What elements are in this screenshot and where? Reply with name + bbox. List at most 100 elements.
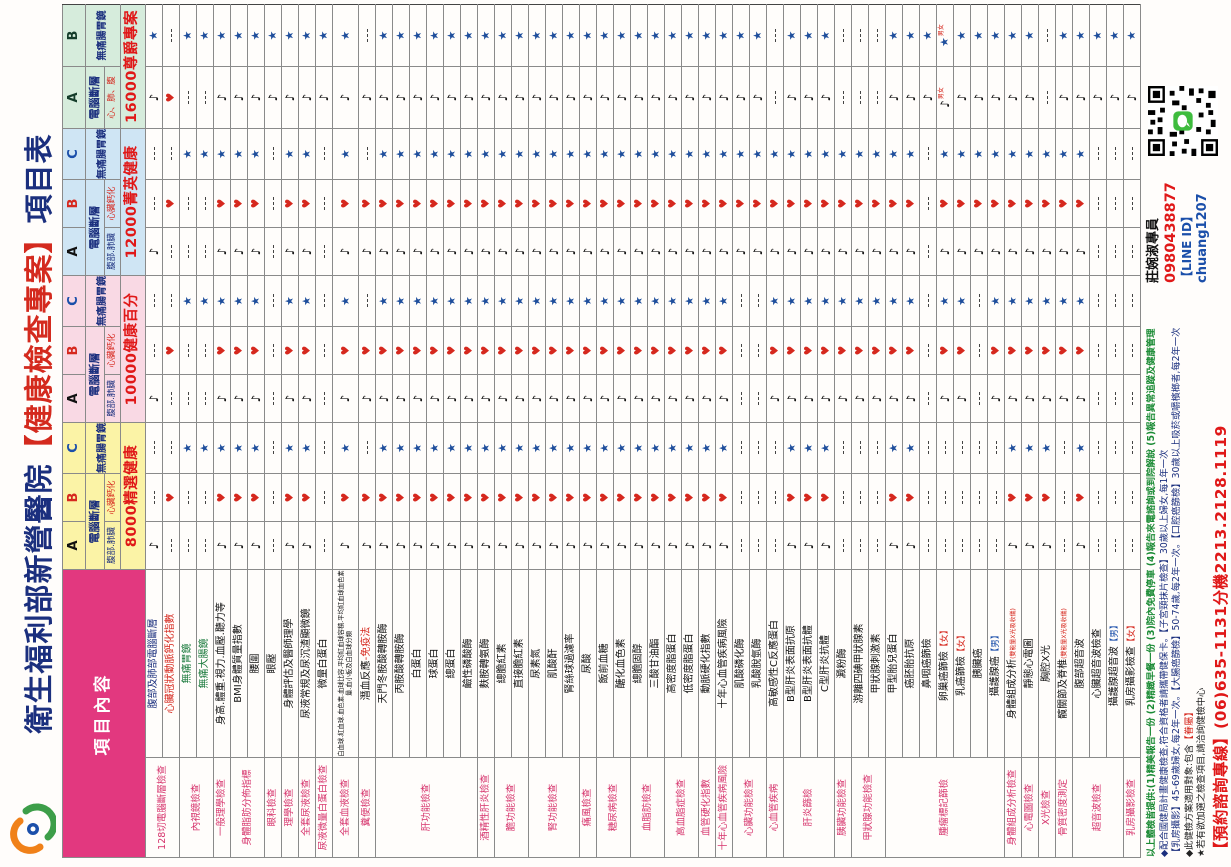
not-included-dash <box>187 392 189 405</box>
plan-cell: ♪ <box>409 66 427 129</box>
plan-cell: ★ <box>494 4 512 67</box>
plan-cell: ♪ <box>1055 227 1073 276</box>
not-included-dash <box>859 441 861 455</box>
note-symbol: ♪ <box>903 93 918 102</box>
plan-cell: ★ <box>783 275 801 327</box>
item-name: 肌酸磷化酶 <box>732 569 750 758</box>
star-symbol: ★ <box>428 443 442 453</box>
not-included-dash <box>170 147 172 161</box>
plan-cell: ♪ <box>1004 227 1022 276</box>
note-symbol: ♪ <box>563 394 578 403</box>
heart-symbol: ♥ <box>513 345 527 356</box>
plan-cell: ♪ <box>681 227 699 276</box>
note-symbol: ♪ <box>444 93 459 102</box>
checkup-table: 項目內容 A B C A B C A B C A B 電腦斷層 無痛腸胃鏡 電腦斷層 無痛腸胃鏡 電腦斷層 無痛腸… <box>62 4 1141 858</box>
note-symbol: ♪ <box>563 541 578 550</box>
heart-symbol: ♥ <box>581 198 595 209</box>
note-symbol: ♪ <box>614 247 629 256</box>
plan-2-sub-B: 心臟鈣化 <box>104 179 121 228</box>
plan-cell: ★ <box>332 128 359 180</box>
item-name: 天門冬胺酸轉胺酶 <box>375 569 393 758</box>
not-included-dash <box>170 29 172 42</box>
note-symbol: ♪ <box>818 541 833 550</box>
item-name: 總膽紅素 <box>494 569 512 758</box>
not-included-dash <box>187 245 189 258</box>
plan-cell: ♪ <box>460 374 478 423</box>
plan-cell: ♥ <box>392 473 410 522</box>
not-included-dash <box>272 294 274 308</box>
heart-symbol: ♥ <box>479 345 493 356</box>
not-included-dash <box>859 491 861 504</box>
not-included-dash <box>204 392 206 405</box>
star-symbol: ★ <box>632 296 646 306</box>
star-symbol: ★ <box>215 296 229 306</box>
plan-cell: ♪ <box>630 227 648 276</box>
plan-cell: ★ <box>936 275 954 327</box>
note-symbol: ♪ <box>214 93 229 102</box>
plan-2-letter-A: A <box>62 227 86 276</box>
line-icon <box>1173 111 1193 131</box>
plan-cell: ♪ <box>281 227 299 276</box>
category-label: 全套血液檢查 <box>332 757 359 858</box>
plan-cell: ♪ <box>375 521 393 570</box>
note-symbol: ♪ <box>444 541 459 550</box>
plan-cell: ♪ <box>494 227 512 276</box>
star-symbol: ★ <box>232 296 246 306</box>
plan-cell: ★ <box>298 128 316 180</box>
item-name: 攝護腺超音波【男】 <box>1106 569 1124 758</box>
plan-cell: ★ <box>494 422 512 474</box>
star-symbol: ★ <box>394 149 408 159</box>
star-symbol: ★ <box>581 30 595 41</box>
note-symbol: ♪ <box>988 93 1003 102</box>
note-symbol: ♪ <box>393 93 408 102</box>
plan-3-group-ct: 電腦斷層 <box>85 66 105 129</box>
plan-cell: ★ <box>247 422 265 474</box>
plan-cell: ♪ <box>230 227 248 276</box>
plan-cell <box>1123 128 1141 180</box>
item-name: 總蛋白 <box>443 569 461 758</box>
star-symbol: ★ <box>530 149 544 159</box>
plan-cell: ♪ <box>264 66 282 129</box>
star-symbol: ★ <box>479 443 493 453</box>
table-row: C型肝炎抗體 ♪ ♥ ★ ♪ ♥ ★ ♪ ♥ ★ ♪ ★ <box>817 4 835 858</box>
not-included-dash <box>927 491 929 504</box>
plan-cell: ♥ <box>681 473 699 522</box>
star-symbol: ★ <box>513 30 527 41</box>
plan-cell: ♪ <box>298 521 316 570</box>
not-included-dash <box>757 392 759 405</box>
plan-cell: ♪ <box>358 66 376 129</box>
plan-cell: ★ <box>511 4 529 67</box>
plan-cell <box>834 521 852 570</box>
star-symbol: ★ <box>1074 30 1088 41</box>
plan-cell: ♪ <box>579 521 597 570</box>
plan-cell: ♥ <box>579 179 597 228</box>
star-symbol: ★ <box>700 443 714 453</box>
plan-cell: ♪ <box>281 521 299 570</box>
table-row: 全套血液檢查 白血球.紅血球.血色素.血球比容.平均紅血球容積.平均紅血球血色素量… <box>332 4 359 858</box>
plan-cell <box>834 473 852 522</box>
heart-symbol: ♥ <box>377 345 391 356</box>
heart-symbol: ♥ <box>300 198 314 209</box>
item-name: 尿酸 <box>579 569 597 758</box>
plan-cell: ♪ <box>698 227 716 276</box>
star-symbol: ★ <box>428 30 442 41</box>
plan-cell: ♥ <box>579 473 597 522</box>
note-symbol: ♪ <box>376 394 391 403</box>
star-symbol: ★ <box>887 149 901 159</box>
not-included-dash <box>323 392 325 405</box>
heart-symbol: ♥ <box>377 198 391 209</box>
table-row: 癌胚胎抗原 ♪ ♥ ★ ♪ ♥ ★ ♪ ♥ ★ ♪ ★ <box>902 4 920 858</box>
table-row: 胰臟癌 ♪ ♥ ★ ♪ ★ <box>970 4 988 858</box>
plan-cell <box>970 374 988 423</box>
plan-cell: ♪ <box>1072 374 1090 423</box>
plan-cell: ♪ <box>800 66 818 129</box>
plan-cell: ♥ <box>851 179 869 228</box>
plan-cell: ♪ <box>1072 227 1090 276</box>
plan-cell: ♥ <box>562 179 580 228</box>
plan-cell: ♥ <box>579 326 597 375</box>
plan-1-sub-B: 心臟鈣化 <box>104 326 121 375</box>
not-included-dash <box>927 197 929 210</box>
star-symbol: ★ <box>751 149 765 159</box>
note-symbol: ♪ <box>1005 247 1020 256</box>
